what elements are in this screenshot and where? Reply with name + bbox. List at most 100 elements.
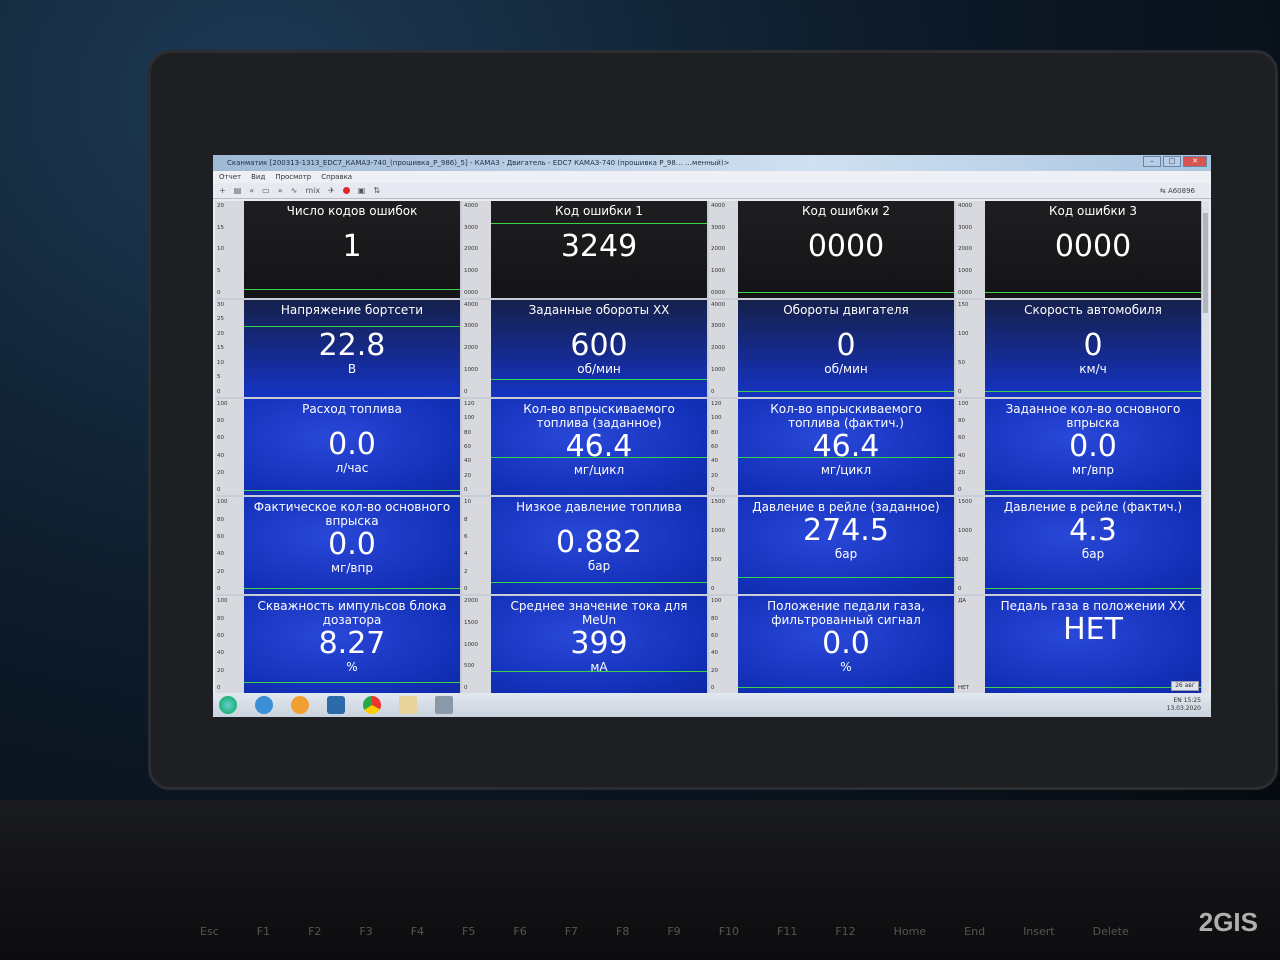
waveform-icon[interactable]: ∿ xyxy=(290,186,298,195)
laptop-screen: Сканматик [200313-1313_EDC7_КАМАЗ-740_(п… xyxy=(213,155,1211,717)
scale-axis: 30 25 20 15 10 5 0 xyxy=(215,299,244,397)
parameter-cell[interactable]: 100 80 60 40 20 0 Расход топлива 0.0 л/час xyxy=(215,398,460,496)
keyboard-key: F11 xyxy=(777,925,798,938)
start-button-icon[interactable] xyxy=(219,696,237,714)
parameter-cell[interactable]: 4000 3000 2000 1000 0 Обороты двигателя 0 об/ми… xyxy=(709,299,954,397)
axis-tick-label: 10 xyxy=(217,246,224,253)
level-line xyxy=(491,582,707,584)
parameter-cell[interactable]: 120 100 80 60 40 20 0 Кол-во впрыскиваемого топ… xyxy=(709,398,954,496)
forward-icon[interactable]: » xyxy=(277,186,283,195)
parameter-cell[interactable]: 20 15 10 5 0 Число кодов ошибок 1 xyxy=(215,201,460,298)
add-icon[interactable]: + xyxy=(219,186,226,195)
parameter-unit: бар xyxy=(834,547,858,562)
axis-tick-label: 1000 xyxy=(464,641,478,648)
menu-browse[interactable]: Просмотр xyxy=(275,173,312,181)
sort-icon[interactable]: ⇅ xyxy=(373,186,381,195)
parameter-cell[interactable]: 1500 1000 500 0 Давление в рейле (заданное) 2… xyxy=(709,497,954,595)
axis-tick-label: 40 xyxy=(217,551,224,558)
parameter-cell[interactable]: ДА НЕТ Педаль газа в положении XX НЕТ xyxy=(956,596,1201,693)
parameter-cell[interactable]: 100 80 60 40 20 0 Положение педали газа, фильт… xyxy=(709,596,954,693)
record-icon[interactable] xyxy=(342,187,350,194)
axis-tick-label: 0 xyxy=(711,487,715,494)
parameter-panel: Педаль газа в положении XX НЕТ xyxy=(985,596,1201,693)
document-icon[interactable]: ▤ xyxy=(233,186,242,195)
parameter-cell[interactable]: 30 25 20 15 10 5 0 Напряжение бортсети 22.8 В xyxy=(215,299,460,397)
menu-report[interactable]: Отчет xyxy=(219,173,242,181)
axis-tick-label: 0 xyxy=(217,388,221,395)
minimize-button[interactable]: – xyxy=(1143,156,1161,167)
scale-axis: 4000 3000 2000 1000 0 xyxy=(462,299,491,397)
axis-tick-label: 20 xyxy=(217,568,224,575)
parameter-cell[interactable]: 4000 3000 2000 1000 0000 Код ошибки 1 3249 xyxy=(462,201,707,298)
axis-tick-label: 0000 xyxy=(464,289,478,296)
axis-tick-label: ДА xyxy=(958,598,967,605)
clock-date[interactable]: 13.03.2020 xyxy=(1166,705,1201,712)
parameter-panel: Расход топлива 0.0 л/час xyxy=(244,398,460,496)
axis-tick-label: 0 xyxy=(464,388,468,395)
mix-button[interactable]: mix xyxy=(305,186,321,195)
parameter-cell[interactable]: 4000 3000 2000 1000 0000 Код ошибки 2 0000 xyxy=(709,201,954,298)
parameter-cell[interactable]: 100 80 60 40 20 0 Заданное кол-во основного вп… xyxy=(956,398,1201,496)
parameter-value: 0000 xyxy=(1054,229,1132,264)
folder-icon[interactable] xyxy=(399,696,417,714)
level-line xyxy=(244,681,460,683)
scanmatic-icon[interactable] xyxy=(435,696,453,714)
parameter-cell[interactable]: 4000 3000 2000 1000 0 Заданные обороты XX 600 о… xyxy=(462,299,707,397)
axis-tick-label: 20 xyxy=(217,667,224,674)
parameter-cell[interactable]: 100 80 60 40 20 0 Скважность импульсов блока д… xyxy=(215,596,460,693)
parameter-cell[interactable]: 150 100 50 0 Скорость автомобиля 0 км/ч xyxy=(956,299,1201,397)
axis-tick-label: 3000 xyxy=(464,323,478,330)
axis-tick-label: 0 xyxy=(217,487,221,494)
level-line xyxy=(491,222,707,224)
language-indicator[interactable]: EN xyxy=(1173,697,1182,704)
axis-tick-label: 2000 xyxy=(464,246,478,253)
parameter-cell[interactable]: 100 80 60 40 20 0 Фактическое кол-во основного… xyxy=(215,497,460,595)
scrollbar-thumb[interactable] xyxy=(1203,213,1208,313)
user-id: A60896 xyxy=(1167,186,1195,195)
axis-tick-label: 100 xyxy=(217,400,228,407)
axis-tick-label: 1000 xyxy=(711,366,725,373)
level-line xyxy=(985,292,1201,294)
parameter-cell[interactable]: 120 100 80 60 40 20 0 Кол-во впрыскиваемого топ… xyxy=(462,398,707,496)
chrome-icon[interactable] xyxy=(363,696,381,714)
parameter-value: 46.4 xyxy=(812,428,880,464)
parameter-value: 0.0 xyxy=(328,527,376,563)
axis-tick-label: 100 xyxy=(711,598,722,605)
menu-bar: Отчет Вид Просмотр Справка xyxy=(213,171,1211,183)
keyboard-key: Insert xyxy=(1023,925,1055,938)
menu-view[interactable]: Вид xyxy=(251,173,266,181)
app-icon[interactable] xyxy=(327,696,345,714)
frame-icon[interactable]: ▭ xyxy=(262,186,270,195)
scale-axis: 4000 3000 2000 1000 0 xyxy=(709,299,738,397)
axis-tick-label: 50 xyxy=(958,359,965,366)
axis-tick-label: 0 xyxy=(711,586,715,593)
scale-axis: 20 15 10 5 0 xyxy=(215,201,244,298)
parameter-cell[interactable]: 10 8 6 4 2 0 Низкое давление топлива 0.882 бар xyxy=(462,497,707,595)
parameter-panel: Давление в рейле (фактич.) 4.3 бар xyxy=(985,497,1201,595)
internet-explorer-icon[interactable] xyxy=(255,696,273,714)
axis-tick-label: 4000 xyxy=(958,203,972,209)
maximize-button[interactable]: □ xyxy=(1163,156,1181,167)
parameter-cell[interactable]: 2000 1500 1000 500 0 Среднее значение тока дл… xyxy=(462,596,707,693)
parameter-value: 600 xyxy=(570,327,628,363)
menu-help[interactable]: Справка xyxy=(321,173,353,181)
close-button[interactable]: ✕ xyxy=(1183,156,1207,167)
media-player-icon[interactable] xyxy=(291,696,309,714)
axis-tick-label: 80 xyxy=(217,417,224,424)
parameter-panel: Заданное кол-во основного впрыска 0.0 мг/в… xyxy=(985,398,1201,496)
clock-time[interactable]: 15:25 xyxy=(1183,697,1201,704)
axis-tick-label: 1000 xyxy=(464,268,478,275)
parameter-value: 399 xyxy=(570,626,628,662)
save-icon[interactable]: ▣ xyxy=(357,186,366,195)
parameter-value: 0.882 xyxy=(556,525,642,561)
rewind-icon[interactable]: « xyxy=(249,186,255,195)
axis-tick-label: НЕТ xyxy=(958,685,969,691)
axis-tick-label: 1500 xyxy=(958,499,972,506)
level-line xyxy=(244,289,460,291)
plane-icon[interactable]: ✈ xyxy=(328,186,335,195)
scale-axis: 2000 1500 1000 500 0 xyxy=(462,596,491,693)
axis-tick-label: 100 xyxy=(711,415,722,422)
vertical-scrollbar[interactable] xyxy=(1201,201,1209,693)
parameter-cell[interactable]: 4000 3000 2000 1000 0000 Код ошибки 3 0000 xyxy=(956,201,1201,298)
parameter-cell[interactable]: 1500 1000 500 0 Давление в рейле (фактич.) 4.… xyxy=(956,497,1201,595)
